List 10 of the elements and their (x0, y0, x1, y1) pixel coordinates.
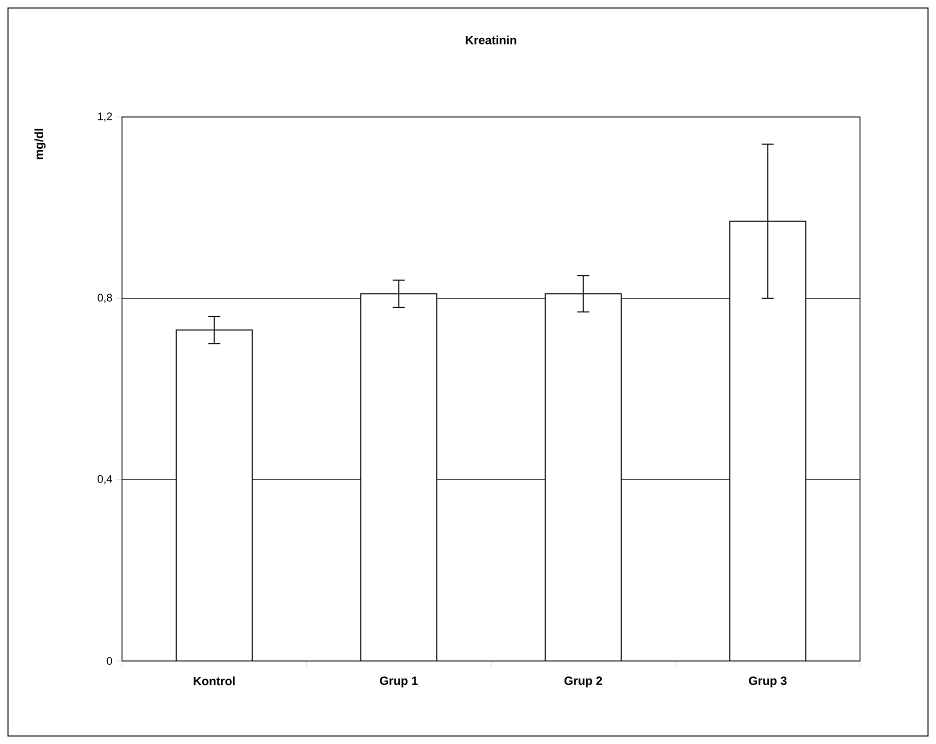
y-axis-title: mg/dl (34, 128, 46, 160)
chart-title: Kreatinin (466, 36, 516, 44)
x-tick-label: Grup 2 (564, 676, 602, 688)
y-tick-label: 0,4 (98, 475, 112, 484)
x-tick-label: Grup 3 (748, 676, 787, 688)
y-tick-label: 0,8 (98, 294, 112, 303)
y-tick-label: 1,2 (98, 112, 112, 122)
x-tick-label: Kontrol (194, 676, 235, 686)
x-tick-label: Grup 1 (380, 676, 418, 688)
y-tick-label: 0 (106, 657, 112, 665)
